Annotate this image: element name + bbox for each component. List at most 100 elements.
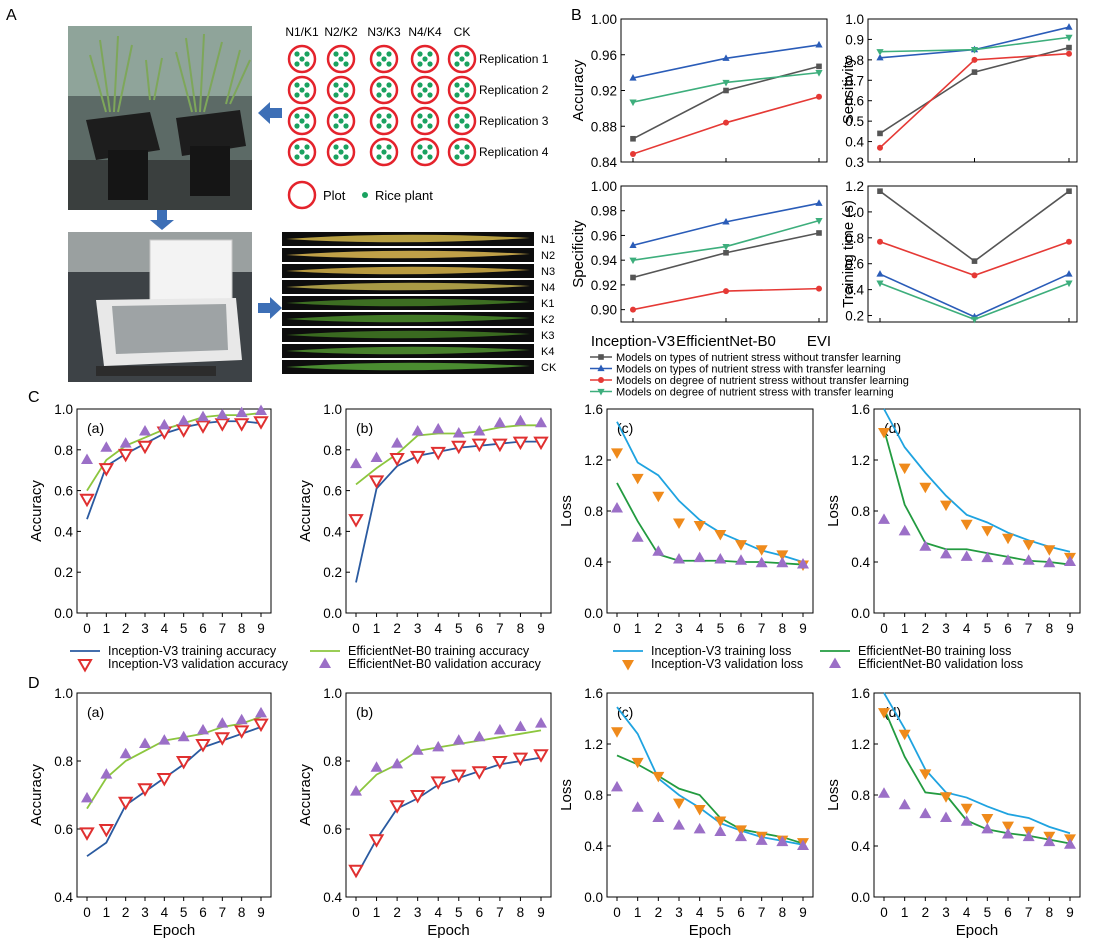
x-tick-label: 8 <box>238 905 246 920</box>
rice-plant-dot <box>304 92 310 98</box>
data-point <box>714 816 727 827</box>
series-lime <box>86 715 262 810</box>
leaf-strip <box>282 280 534 294</box>
data-point <box>493 416 506 428</box>
series-green <box>876 280 1073 324</box>
panel-label-c: C <box>28 389 40 406</box>
data-point <box>535 717 547 728</box>
legend-accuracy: Inception-V3 training accuracy EfficientN… <box>70 644 542 673</box>
y-tick-label: 0.0 <box>323 606 342 621</box>
rice-plant-dot <box>299 87 305 93</box>
legend-label: Models on degree of nutrient stress with… <box>616 375 909 387</box>
data-point <box>629 241 637 248</box>
x-tick-label: 6 <box>1004 905 1012 920</box>
series-tri_purple <box>878 787 1076 849</box>
x-tick-label: 7 <box>1025 621 1033 636</box>
data-point <box>471 438 488 453</box>
data-point <box>673 552 685 564</box>
rice-plant-dot <box>427 82 433 88</box>
series-tri_red <box>348 749 549 879</box>
series-navy <box>355 440 541 583</box>
data-point <box>960 803 973 815</box>
y-tick-label: 0.0 <box>584 890 603 905</box>
leaf-label: N4 <box>541 282 555 294</box>
rice-plant-dot <box>417 154 423 160</box>
y-axis-label: Loss <box>558 495 575 527</box>
data-point <box>535 416 547 428</box>
series-tri_orange <box>611 448 809 572</box>
series-line <box>632 65 820 140</box>
plot-column-header: N2/K2 <box>324 25 358 39</box>
data-point <box>389 452 405 467</box>
data-point <box>214 732 231 746</box>
data-point <box>100 441 113 452</box>
rice-plant-dot <box>427 123 433 129</box>
plot-circle <box>410 106 440 136</box>
data-point <box>816 230 822 236</box>
panel-label-a: A <box>6 7 17 24</box>
data-point <box>1066 188 1072 194</box>
x-tick-label: 9 <box>799 621 807 636</box>
arrow-left <box>258 102 282 124</box>
series-cyan <box>616 421 804 563</box>
data-point <box>1065 280 1073 288</box>
x-tick-label: 4 <box>161 621 169 636</box>
rice-plant-dot <box>294 123 300 129</box>
x-category-label: EVI <box>807 333 831 350</box>
x-tick-label: 2 <box>922 621 930 636</box>
data-point <box>652 545 665 556</box>
chart-c-c: 0.0 0.4 0.8 1.2 1.6 Loss 0 1 2 3 4 5 6 7 8 9 (c) <box>558 402 814 636</box>
x-tick-label: 8 <box>238 621 246 636</box>
x-tick-label: 2 <box>122 905 130 920</box>
series-gray <box>630 63 822 142</box>
x-tick-label: 8 <box>779 621 787 636</box>
y-tick-label: 0.92 <box>591 84 617 99</box>
data-point <box>755 834 768 845</box>
data-point <box>630 150 636 157</box>
rice-plant-dot <box>376 92 382 98</box>
x-axis-label: Epoch <box>956 922 999 939</box>
y-tick-label: 1.00 <box>591 179 617 194</box>
rice-plant-dot <box>343 92 349 98</box>
leaf-strip <box>282 312 534 326</box>
rice-plant-dot <box>417 123 423 129</box>
leaf-label: K3 <box>541 330 554 342</box>
x-tick-label: 0 <box>83 905 91 920</box>
data-point <box>255 404 267 416</box>
data-point <box>876 270 884 277</box>
x-tick-label: 9 <box>257 621 265 636</box>
series-line <box>879 273 1070 318</box>
rice-plant-dot <box>343 123 349 129</box>
rice-plant-dot <box>459 87 465 93</box>
subplot-tag: (a) <box>87 420 104 436</box>
y-tick-label: 0.88 <box>591 119 617 134</box>
legend-marker <box>597 388 605 396</box>
x-tick-label: 5 <box>984 621 992 636</box>
rice-plant-dot <box>454 61 460 67</box>
data-point <box>81 453 93 464</box>
rice-plant-dot <box>299 118 305 124</box>
data-point <box>233 725 250 739</box>
data-point <box>1022 540 1035 551</box>
data-point <box>214 418 231 432</box>
series-navy <box>86 420 262 520</box>
y-axis-label: Accuracy <box>28 480 45 542</box>
series-dkgreen <box>616 754 804 845</box>
rice-plant-dot <box>381 149 387 155</box>
data-point <box>723 119 729 126</box>
plot-circle <box>287 75 317 105</box>
rice-plant-dot <box>343 154 349 160</box>
y-tick-label: 0.8 <box>845 231 864 246</box>
data-point <box>815 40 823 48</box>
plot-circle <box>326 44 356 74</box>
y-axis-label: Loss <box>825 495 842 527</box>
y-tick-label: 0.4 <box>584 839 603 854</box>
panel-label-b: B <box>571 7 582 24</box>
data-point <box>1065 34 1073 42</box>
series-navy <box>86 726 262 857</box>
series-dkgreen <box>883 707 1071 845</box>
chart-c-a: 0.0 0.2 0.4 0.6 0.8 1.0 Accuracy 0 1 2 3 4 5 6 7 8 9 (a) <box>28 402 272 636</box>
y-tick-label: 1.6 <box>584 686 603 701</box>
leaf-label: N1 <box>541 234 555 246</box>
plot-frame <box>345 692 552 898</box>
